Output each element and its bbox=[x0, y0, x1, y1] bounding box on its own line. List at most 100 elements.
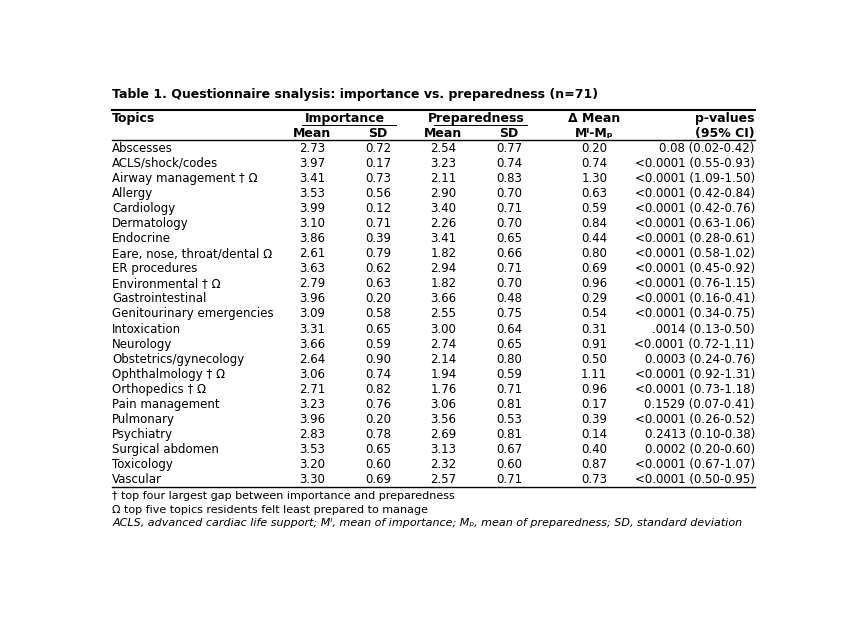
Text: ER procedures: ER procedures bbox=[113, 262, 198, 275]
Text: 0.71: 0.71 bbox=[365, 217, 391, 230]
Text: 0.60: 0.60 bbox=[496, 458, 522, 471]
Text: 3.53: 3.53 bbox=[299, 443, 325, 456]
Text: 0.73: 0.73 bbox=[365, 172, 391, 185]
Text: 0.20: 0.20 bbox=[365, 413, 391, 426]
Text: 2.14: 2.14 bbox=[431, 353, 457, 366]
Text: Genitourinary emergencies: Genitourinary emergencies bbox=[113, 308, 274, 320]
Text: 0.59: 0.59 bbox=[581, 202, 607, 215]
Text: Δ Mean: Δ Mean bbox=[568, 112, 620, 125]
Text: 0.1529 (0.07-0.41): 0.1529 (0.07-0.41) bbox=[645, 398, 755, 411]
Text: 0.17: 0.17 bbox=[581, 398, 607, 411]
Text: Mean: Mean bbox=[425, 127, 463, 140]
Text: <0.0001 (0.26-0.52): <0.0001 (0.26-0.52) bbox=[634, 413, 755, 426]
Text: <0.0001 (0.34-0.75): <0.0001 (0.34-0.75) bbox=[634, 308, 755, 320]
Text: 0.67: 0.67 bbox=[496, 443, 522, 456]
Text: 2.69: 2.69 bbox=[431, 428, 457, 441]
Text: 2.57: 2.57 bbox=[431, 473, 457, 487]
Text: 0.81: 0.81 bbox=[496, 428, 522, 441]
Text: Toxicology: Toxicology bbox=[113, 458, 173, 471]
Text: 3.10: 3.10 bbox=[299, 217, 325, 230]
Text: <0.0001 (0.72-1.11): <0.0001 (0.72-1.11) bbox=[634, 337, 755, 351]
Text: 0.39: 0.39 bbox=[365, 232, 391, 245]
Text: Mᴵ-Mₚ: Mᴵ-Mₚ bbox=[574, 127, 613, 140]
Text: Preparedness: Preparedness bbox=[428, 112, 525, 125]
Text: 0.71: 0.71 bbox=[496, 262, 522, 275]
Text: Mean: Mean bbox=[294, 127, 332, 140]
Text: 1.82: 1.82 bbox=[431, 277, 457, 290]
Text: 3.40: 3.40 bbox=[431, 202, 456, 215]
Text: Gastrointestinal: Gastrointestinal bbox=[113, 293, 206, 305]
Text: 3.66: 3.66 bbox=[431, 293, 457, 305]
Text: 0.48: 0.48 bbox=[496, 293, 522, 305]
Text: 0.74: 0.74 bbox=[496, 157, 522, 169]
Text: 0.90: 0.90 bbox=[365, 353, 391, 366]
Text: <0.0001 (0.28-0.61): <0.0001 (0.28-0.61) bbox=[634, 232, 755, 245]
Text: 0.74: 0.74 bbox=[365, 368, 391, 381]
Text: 0.64: 0.64 bbox=[496, 322, 522, 336]
Text: Environmental † Ω: Environmental † Ω bbox=[113, 277, 221, 290]
Text: SD: SD bbox=[499, 127, 519, 140]
Text: <0.0001 (0.92-1.31): <0.0001 (0.92-1.31) bbox=[634, 368, 755, 381]
Text: Endocrine: Endocrine bbox=[113, 232, 171, 245]
Text: 3.99: 3.99 bbox=[299, 202, 326, 215]
Text: <0.0001 (0.58-1.02): <0.0001 (0.58-1.02) bbox=[634, 247, 755, 260]
Text: 0.59: 0.59 bbox=[365, 337, 391, 351]
Text: <0.0001 (0.76-1.15): <0.0001 (0.76-1.15) bbox=[634, 277, 755, 290]
Text: 0.62: 0.62 bbox=[365, 262, 391, 275]
Text: 0.56: 0.56 bbox=[365, 187, 391, 200]
Text: 0.54: 0.54 bbox=[581, 308, 607, 320]
Text: p-values: p-values bbox=[695, 112, 755, 125]
Text: 2.79: 2.79 bbox=[299, 277, 326, 290]
Text: Pain management: Pain management bbox=[113, 398, 220, 411]
Text: 0.58: 0.58 bbox=[365, 308, 391, 320]
Text: 0.96: 0.96 bbox=[581, 383, 607, 396]
Text: 0.0003 (0.24-0.76): 0.0003 (0.24-0.76) bbox=[645, 353, 755, 366]
Text: 0.70: 0.70 bbox=[496, 277, 522, 290]
Text: 2.83: 2.83 bbox=[299, 428, 325, 441]
Text: Table 1. Questionnaire snalysis: importance vs. preparedness (n=71): Table 1. Questionnaire snalysis: importa… bbox=[113, 88, 598, 101]
Text: 0.65: 0.65 bbox=[365, 322, 391, 336]
Text: 0.65: 0.65 bbox=[496, 337, 522, 351]
Text: 0.73: 0.73 bbox=[581, 473, 607, 487]
Text: <0.0001 (0.67-1.07): <0.0001 (0.67-1.07) bbox=[634, 458, 755, 471]
Text: Cardiology: Cardiology bbox=[113, 202, 176, 215]
Text: 0.66: 0.66 bbox=[496, 247, 522, 260]
Text: 0.70: 0.70 bbox=[496, 187, 522, 200]
Text: 0.08 (0.02-0.42): 0.08 (0.02-0.42) bbox=[660, 142, 755, 155]
Text: 2.90: 2.90 bbox=[431, 187, 457, 200]
Text: 3.30: 3.30 bbox=[299, 473, 325, 487]
Text: 3.06: 3.06 bbox=[431, 398, 456, 411]
Text: 2.71: 2.71 bbox=[299, 383, 326, 396]
Text: 0.39: 0.39 bbox=[581, 413, 607, 426]
Text: 3.56: 3.56 bbox=[431, 413, 456, 426]
Text: <0.0001 (0.42-0.76): <0.0001 (0.42-0.76) bbox=[634, 202, 755, 215]
Text: 2.64: 2.64 bbox=[299, 353, 326, 366]
Text: 3.23: 3.23 bbox=[431, 157, 456, 169]
Text: 0.17: 0.17 bbox=[365, 157, 391, 169]
Text: ACLS, advanced cardiac life support; Mᴵ, mean of importance; Mₚ, mean of prepare: ACLS, advanced cardiac life support; Mᴵ,… bbox=[113, 518, 743, 528]
Text: 0.63: 0.63 bbox=[365, 277, 391, 290]
Text: 0.20: 0.20 bbox=[365, 293, 391, 305]
Text: 2.74: 2.74 bbox=[431, 337, 457, 351]
Text: 3.41: 3.41 bbox=[299, 172, 326, 185]
Text: 0.0002 (0.20-0.60): 0.0002 (0.20-0.60) bbox=[645, 443, 755, 456]
Text: Topics: Topics bbox=[113, 112, 156, 125]
Text: 3.66: 3.66 bbox=[299, 337, 326, 351]
Text: 0.12: 0.12 bbox=[365, 202, 391, 215]
Text: 2.55: 2.55 bbox=[431, 308, 456, 320]
Text: 0.14: 0.14 bbox=[581, 428, 607, 441]
Text: (95% CI): (95% CI) bbox=[695, 127, 755, 140]
Text: 0.40: 0.40 bbox=[581, 443, 607, 456]
Text: 0.69: 0.69 bbox=[365, 473, 391, 487]
Text: ACLS/shock/codes: ACLS/shock/codes bbox=[113, 157, 218, 169]
Text: 0.20: 0.20 bbox=[581, 142, 607, 155]
Text: 3.20: 3.20 bbox=[299, 458, 325, 471]
Text: 0.29: 0.29 bbox=[581, 293, 607, 305]
Text: <0.0001 (0.63-1.06): <0.0001 (0.63-1.06) bbox=[634, 217, 755, 230]
Text: <0.0001 (0.45-0.92): <0.0001 (0.45-0.92) bbox=[634, 262, 755, 275]
Text: 3.53: 3.53 bbox=[299, 187, 325, 200]
Text: 1.76: 1.76 bbox=[431, 383, 457, 396]
Text: 1.30: 1.30 bbox=[581, 172, 607, 185]
Text: <0.0001 (0.16-0.41): <0.0001 (0.16-0.41) bbox=[634, 293, 755, 305]
Text: 0.69: 0.69 bbox=[581, 262, 607, 275]
